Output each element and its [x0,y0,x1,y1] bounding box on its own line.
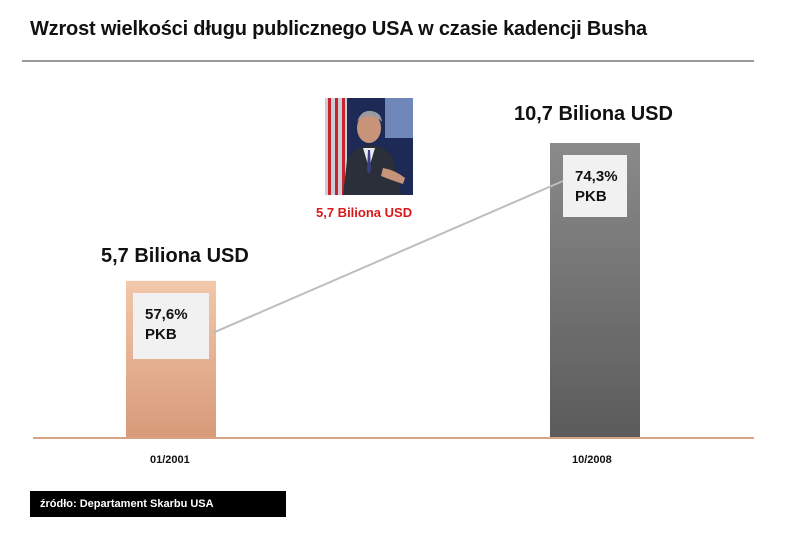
growth-connector-line [212,180,564,334]
gdp-share-value-2008: 74,3% [575,168,618,185]
bar-value-label-2001: 5,7 Biliona USD [101,244,249,267]
portrait-caption: 5,7 Biliona USD [316,205,413,220]
bar-value-label-2008: 10,7 Biliona USD [514,103,673,125]
gdp-share-value-2001: 57,6% [145,305,188,323]
gdp-share-box-2008: 74,3% PKB [563,155,627,217]
x-tick-label-2001: 01/2001 [150,454,190,466]
x-tick-label-2008: 10/2008 [572,454,612,466]
source-note: źródło: Departament Skarbu USA [30,491,286,517]
title-rule [22,60,754,62]
portrait-photo-icon [325,98,413,195]
chart-title: Wzrost wielkości długu publicznego USA w… [30,18,647,40]
gdp-share-unit-2008: PKB [575,188,607,205]
gdp-share-unit-2001: PKB [145,325,177,343]
gdp-share-box-2001: 57,6% PKB [133,292,209,359]
